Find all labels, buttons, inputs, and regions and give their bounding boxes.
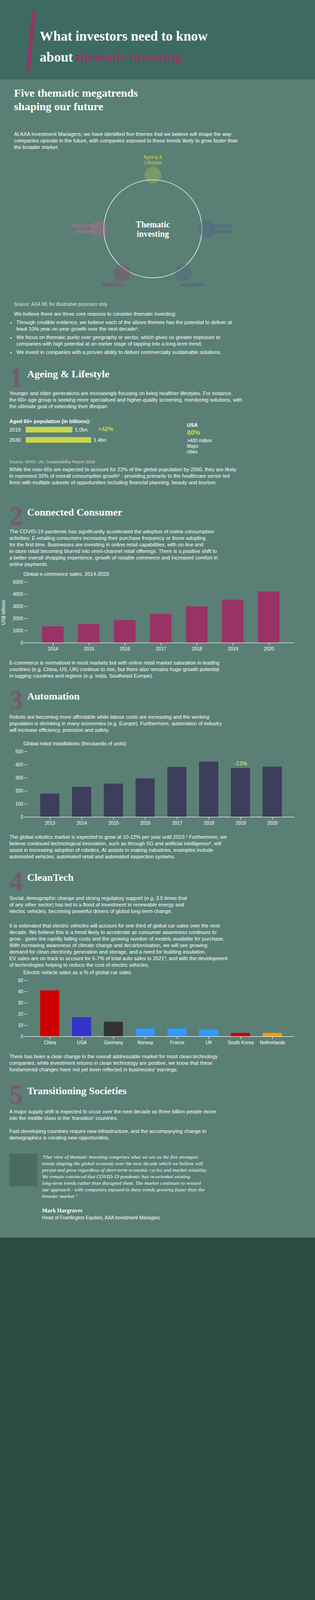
svg-text:2014: 2014 [47, 646, 59, 652]
html-text:2019: 2019 [9, 427, 21, 433]
svg-text:2015: 2015 [83, 646, 95, 652]
svg-text:US$ billions: US$ billions [0, 600, 7, 626]
html-text:Connected Consumer: Connected Consumer [27, 506, 123, 519]
html-text:USA: USA [186, 422, 198, 429]
svg-text:2013: 2013 [44, 821, 56, 827]
html-text:Source: WHO, UN, Sustainabilit: Source: WHO, UN, Sustainability Report 2… [9, 459, 96, 465]
html-text:Source: AXA IM, for illustrati: Source: AXA IM, for illustrative purpose… [14, 301, 109, 308]
html-text:Robots are becoming more affor: Robots are becoming more affordable whil… [9, 714, 222, 734]
svg-text:10: 10 [17, 1023, 24, 1029]
svg-text:100: 100 [15, 801, 24, 808]
html-text:1: 1 [9, 362, 23, 394]
html-text:Younger and older generations: Younger and older generations are increa… [9, 390, 243, 410]
html-text:CleanTech: CleanTech [27, 872, 74, 884]
html-text:Electric vehicle sales as a %: Electric vehicle sales as a % of global … [23, 970, 132, 976]
html-text:The global robotics market is: The global robotics market is expected t… [9, 834, 227, 860]
svg-text:500: 500 [15, 749, 24, 755]
svg-text:2017: 2017 [171, 821, 183, 827]
svg-text:South Korea: South Korea [227, 1040, 254, 1046]
html-text:Automation: Automation [180, 282, 205, 288]
svg-text:4000: 4000 [12, 592, 24, 598]
html-text:"Our view of thematic investin: "Our view of thematic investing comprise… [42, 1154, 208, 1200]
svg-text:200: 200 [15, 788, 24, 795]
html-text:about thematic investing: about thematic investing [39, 49, 183, 65]
svg-text:3000: 3000 [12, 604, 24, 610]
html-text:1.4bn: 1.4bn [93, 437, 107, 444]
svg-text:40: 40 [17, 989, 24, 996]
html-text:It is estimated that electric: It is estimated that electric vehicles w… [9, 923, 228, 969]
svg-text:2017: 2017 [155, 646, 167, 652]
html-text:CleanTech: CleanTech [102, 282, 125, 288]
svg-text:2020: 2020 [267, 821, 279, 827]
html-text:Head of Framlington Equities,: Head of Framlington Equities, AXA Invest… [42, 1216, 161, 1222]
svg-text:-13%: -13% [234, 760, 248, 768]
html-text:The COVID-19 pandemic has sign: The COVID-19 pandemic has significantly … [9, 529, 218, 568]
html-text:Mark Hargraves: Mark Hargraves [42, 1208, 83, 1215]
html-text:Through credible evidence, we: Through credible evidence, we believe ea… [16, 319, 232, 332]
svg-text:Norway: Norway [137, 1040, 154, 1046]
html-text:While the over-60s are expecte: While the over-60s are expected to accou… [9, 466, 237, 486]
svg-text:2016: 2016 [119, 646, 131, 652]
svg-text:Germany: Germany [103, 1040, 123, 1046]
html-text:At AXA Investment Managers, we: At AXA Investment Managers, we have iden… [14, 131, 238, 151]
svg-text:2015: 2015 [108, 821, 120, 827]
svg-text:400: 400 [15, 762, 24, 768]
html-text:2030: 2030 [9, 437, 21, 444]
svg-text:1000: 1000 [12, 628, 24, 634]
html-text:+42%: +42% [98, 426, 114, 433]
svg-text:50: 50 [17, 978, 24, 984]
svg-text:2014: 2014 [76, 821, 88, 827]
html-text:80%: 80% [186, 429, 201, 437]
html-text:2: 2 [9, 501, 23, 532]
html-text:1.0bn: 1.0bn [74, 427, 88, 433]
svg-text:2020: 2020 [263, 646, 275, 652]
html-text:Aged 60+ population (in billio: Aged 60+ population (in billions): [9, 418, 91, 425]
svg-text:USA: USA [77, 1040, 87, 1046]
html-text:Transitioning Societies: Transitioning Societies [70, 223, 98, 235]
html-text:Five thematic megatrends shapi: Five thematic megatrends shaping our fut… [14, 86, 138, 113]
svg-text:5000: 5000 [12, 579, 24, 586]
svg-text:30: 30 [17, 1001, 24, 1007]
html-text:We believe there are three cor: We believe there are three core reasons … [14, 311, 177, 317]
svg-text:20: 20 [17, 1012, 24, 1018]
svg-text:0: 0 [20, 640, 24, 646]
svg-text:2019: 2019 [227, 646, 239, 652]
html-text:4: 4 [9, 866, 23, 897]
html-text:Transitioning Societies: Transitioning Societies [27, 1085, 127, 1098]
html-text:We focus on thematic purity ov: We focus on thematic purity over geograp… [16, 334, 221, 347]
html-text:3: 3 [9, 685, 23, 716]
html-text:Automation: Automation [27, 690, 80, 703]
html-text:Social, demographic change and: Social, demographic change and strong re… [9, 895, 187, 915]
svg-text:2019: 2019 [235, 821, 247, 827]
svg-text:2018: 2018 [203, 821, 215, 827]
html-text:Connected Consumer: Connected Consumer [210, 223, 233, 235]
svg-text:2000: 2000 [12, 616, 24, 622]
html-text:investing: investing [136, 229, 169, 239]
html-text:What investors need to know: What investors need to know [39, 28, 208, 44]
html-text:We invest in companies with a: We invest in companies with a proven abi… [16, 349, 222, 356]
html-text:Ageing & Lifestyle: Ageing & Lifestyle [27, 368, 110, 380]
svg-text:2016: 2016 [140, 821, 151, 827]
svg-text:UK: UK [205, 1040, 213, 1046]
svg-text:Netherlands: Netherlands [259, 1040, 286, 1046]
svg-text:France: France [169, 1040, 185, 1046]
svg-text:0: 0 [20, 815, 24, 821]
svg-text:China: China [43, 1040, 57, 1046]
html-text:Global e-commerce sales, 2014-: Global e-commerce sales, 2014-2020 [23, 571, 110, 578]
html-text:Ageing & Lifestyle: Ageing & Lifestyle [143, 154, 163, 166]
html-text:>400 million Major cities: >400 million Major cities [186, 438, 213, 455]
html-text:Thematic: Thematic [135, 220, 170, 230]
html-text:There has been a clear change: There has been a clear change in the ove… [9, 1054, 218, 1074]
svg-text:300: 300 [15, 775, 24, 781]
html-text:Global robot installations (th: Global robot installations (thousands of… [23, 741, 127, 747]
html-text:Fast-developing countries requ: Fast-developing countries require new in… [9, 1129, 207, 1142]
html-text:E-commerce is normalised in mo: E-commerce is normalised in most markets… [9, 660, 220, 680]
html-text:5: 5 [9, 1080, 23, 1111]
svg-text:2018: 2018 [191, 646, 203, 652]
svg-text:0: 0 [20, 1034, 24, 1040]
html-text:A major supply shift is expect: A major supply shift is expected to occu… [9, 1109, 216, 1122]
